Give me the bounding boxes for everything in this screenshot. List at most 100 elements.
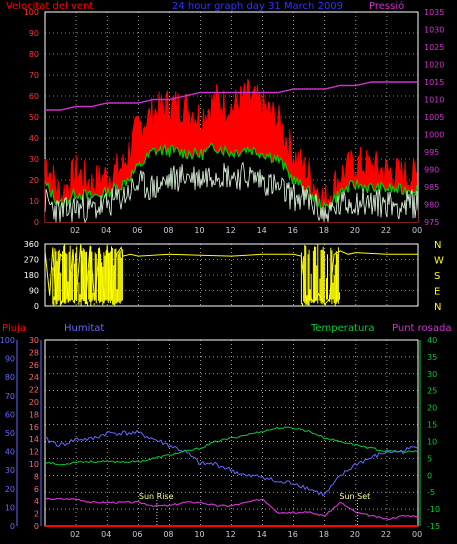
dewpoint-axis-title: Punt rosada	[392, 323, 451, 334]
direction-tick-label: 0	[34, 302, 39, 311]
wind-speed-tick-label: 60	[29, 92, 39, 101]
wind-speed-tick-label: 20	[29, 176, 39, 185]
wind-average-line	[44, 141, 418, 213]
pressure-tick-label: 995	[424, 148, 439, 157]
x-tick-label: 20	[350, 530, 360, 539]
temperature-tick-label: 20	[427, 404, 437, 413]
x-tick-label: 22	[381, 530, 391, 539]
x-tick-label: 18	[319, 226, 329, 235]
temperature-tick-label: 5	[427, 454, 432, 463]
humidity-tick-label: 26	[29, 361, 39, 370]
x-tick-label: 10	[194, 530, 204, 539]
humidity-temperature-panel: Pluja Humitat Temperatura Punt rosada 02…	[0, 323, 451, 539]
pressure-tick-label: 990	[424, 166, 439, 175]
temperature-tick-label: 15	[427, 421, 437, 430]
humidity-tick-label: 10	[29, 460, 39, 469]
rain-tick-label: 20	[5, 485, 15, 494]
wind-speed-tick-label: 70	[29, 71, 39, 80]
x-tick-label: 14	[257, 530, 267, 539]
wind-speed-trace	[44, 161, 419, 224]
temperature-line	[44, 426, 418, 466]
direction-tick-label: 180	[24, 271, 39, 280]
temperature-tick-label: -10	[427, 505, 440, 514]
pressure-axis-title: Pressió	[369, 0, 404, 12]
compass-label: S	[434, 271, 440, 282]
x-tick-label: 04	[101, 530, 111, 539]
compass-label: N	[434, 240, 441, 251]
compass-label: N	[434, 302, 441, 313]
humidity-tick-label: 16	[29, 423, 39, 432]
pressure-tick-label: 1010	[424, 96, 444, 105]
rain-axis-title: Pluja	[2, 323, 26, 334]
x-tick-label: 14	[257, 226, 267, 235]
humidity-tick-label: 22	[29, 386, 39, 395]
humidity-tick-label: 4	[34, 497, 39, 506]
x-tick-label: 16	[288, 226, 298, 235]
temperature-tick-label: 40	[427, 336, 437, 345]
humidity-tick-label: 6	[34, 485, 39, 494]
x-tick-label: 06	[132, 530, 142, 539]
pressure-line	[45, 81, 418, 111]
x-tick-label: 08	[163, 226, 173, 235]
humidity-line	[44, 429, 418, 497]
wind-speed-tick-label: 80	[29, 50, 39, 59]
rain-tick-label: 90	[5, 355, 15, 364]
wind-speed-tick-label: 40	[29, 134, 39, 143]
humidity-tick-label: 12	[29, 448, 39, 457]
x-tick-label: 22	[381, 226, 391, 235]
x-tick-label: 08	[163, 530, 173, 539]
rain-tick-label: 50	[5, 429, 15, 438]
temperature-tick-label: 25	[427, 387, 437, 396]
wind-speed-tick-label: 30	[29, 155, 39, 164]
temperature-axis-title: Temperatura	[310, 323, 375, 334]
humidity-tick-label: 2	[34, 510, 39, 519]
temperature-tick-label: -15	[427, 522, 440, 531]
x-tick-label: 12	[226, 226, 236, 235]
rain-tick-label: 0	[10, 522, 15, 531]
humidity-tick-label: 0	[34, 522, 39, 531]
rain-tick-label: 40	[5, 448, 15, 457]
direction-tick-label: 90	[29, 287, 39, 296]
humidity-tick-label: 28	[29, 348, 39, 357]
pressure-tick-label: 985	[424, 183, 439, 192]
wind-speed-axis-title: Velocitat del vent	[6, 1, 93, 12]
rain-tick-label: 60	[5, 410, 15, 419]
direction-tick-label: 270	[24, 256, 39, 265]
pressure-tick-label: 1020	[424, 61, 444, 70]
x-tick-label: 06	[132, 226, 142, 235]
wind-speed-tick-label: 50	[29, 113, 39, 122]
compass-label: E	[434, 287, 440, 298]
sunrise-label: Sun Rise	[139, 492, 174, 501]
humidity-tick-label: 30	[29, 336, 39, 345]
wind-speed-tick-label: 0	[34, 218, 39, 227]
x-tick-label: 04	[101, 226, 111, 235]
temperature-tick-label: 0	[427, 471, 432, 480]
x-tick-label: 12	[226, 530, 236, 539]
wind-speed-tick-label: 100	[24, 8, 39, 17]
temperature-tick-label: 35	[427, 353, 437, 362]
x-tick-label: 02	[70, 226, 80, 235]
temperature-tick-label: 30	[427, 370, 437, 379]
sunset-label: Sun Set	[339, 492, 370, 501]
pressure-tick-label: 980	[424, 201, 439, 210]
temperature-tick-label: -5	[427, 488, 435, 497]
rain-tick-label: 100	[0, 336, 15, 345]
temperature-tick-label: 10	[427, 437, 437, 446]
humidity-tick-label: 8	[34, 472, 39, 481]
wind-band-mask	[45, 143, 418, 222]
humidity-axis-title: Humitat	[64, 323, 104, 334]
rain-tick-label: 70	[5, 392, 15, 401]
pressure-tick-label: 1035	[424, 8, 444, 17]
pressure-tick-label: 1025	[424, 43, 444, 52]
x-tick-label: 02	[70, 530, 80, 539]
pressure-tick-label: 1030	[424, 26, 444, 35]
x-tick-label: 00	[412, 530, 422, 539]
pressure-tick-label: 1005	[424, 113, 444, 122]
wind-direction-burst	[52, 244, 123, 306]
direction-tick-label: 360	[24, 240, 39, 249]
compass-label: W	[434, 256, 444, 267]
humidity-tick-label: 24	[29, 373, 39, 382]
chart-title: 24 hour graph day 31 March 2009	[172, 1, 343, 12]
